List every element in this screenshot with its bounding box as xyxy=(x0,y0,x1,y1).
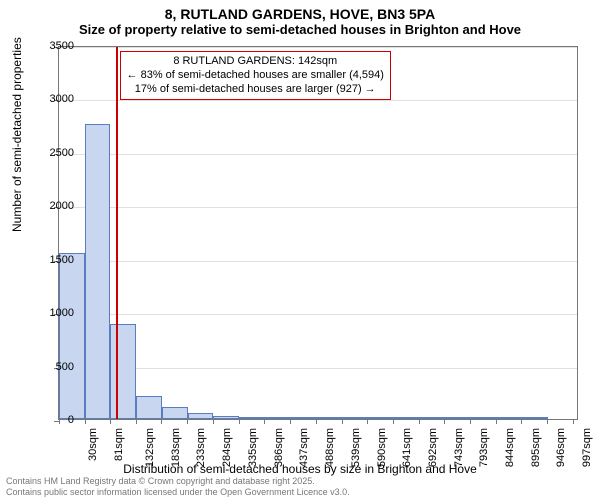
x-tick xyxy=(290,419,291,424)
x-tick-label: 233sqm xyxy=(196,428,208,467)
chart-title-line1: 8, RUTLAND GARDENS, HOVE, BN3 5PA xyxy=(0,6,600,22)
x-tick xyxy=(187,419,188,424)
callout-line1: 8 RUTLAND GARDENS: 142sqm xyxy=(127,55,384,69)
histogram-bar xyxy=(265,417,291,419)
gridline xyxy=(59,154,577,155)
y-tick-label: 2500 xyxy=(34,147,74,159)
histogram-bar xyxy=(394,417,420,419)
x-tick xyxy=(496,419,497,424)
histogram-bar xyxy=(162,407,188,419)
x-tick xyxy=(521,419,522,424)
histogram-bar xyxy=(471,417,497,419)
y-tick-label: 1500 xyxy=(34,254,74,266)
y-tick-label: 3500 xyxy=(34,40,74,52)
histogram-bar xyxy=(59,253,85,419)
histogram-bar xyxy=(110,324,136,419)
x-tick-label: 997sqm xyxy=(581,428,593,467)
x-tick-label: 844sqm xyxy=(504,428,516,467)
histogram-bar xyxy=(522,417,548,419)
plot-area: 8 RUTLAND GARDENS: 142sqm← 83% of semi-d… xyxy=(58,46,578,420)
histogram-bar xyxy=(291,417,317,419)
histogram-bar xyxy=(419,417,445,419)
gridline xyxy=(59,261,577,262)
x-tick xyxy=(264,419,265,424)
x-tick-label: 793sqm xyxy=(478,428,490,467)
footer-line2: Contains public sector information licen… xyxy=(6,487,350,498)
x-tick-label: 284sqm xyxy=(221,428,233,467)
x-tick xyxy=(393,419,394,424)
callout-line2: ← 83% of semi-detached houses are smalle… xyxy=(127,69,384,83)
histogram-bar xyxy=(342,417,368,419)
histogram-bar xyxy=(239,417,265,419)
x-tick-label: 386sqm xyxy=(273,428,285,467)
x-tick-label: 488sqm xyxy=(324,428,336,467)
x-tick xyxy=(239,419,240,424)
x-tick-label: 132sqm xyxy=(145,428,157,467)
x-tick xyxy=(316,419,317,424)
x-tick-label: 539sqm xyxy=(350,428,362,467)
x-tick-label: 895sqm xyxy=(530,428,542,467)
x-tick xyxy=(161,419,162,424)
gridline xyxy=(59,314,577,315)
x-tick-label: 743sqm xyxy=(453,428,465,467)
property-callout: 8 RUTLAND GARDENS: 142sqm← 83% of semi-d… xyxy=(120,51,391,100)
x-tick xyxy=(444,419,445,424)
x-tick xyxy=(547,419,548,424)
y-tick-label: 0 xyxy=(34,414,74,426)
x-tick xyxy=(213,419,214,424)
attribution-footer: Contains HM Land Registry data © Crown c… xyxy=(6,476,350,498)
histogram-bar xyxy=(445,417,471,419)
y-axis-label: Number of semi-detached properties xyxy=(10,37,24,232)
histogram-bar xyxy=(368,417,394,419)
x-tick xyxy=(470,419,471,424)
gridline xyxy=(59,47,577,48)
histogram-bar xyxy=(85,124,111,419)
x-tick xyxy=(110,419,111,424)
histogram-bar xyxy=(213,416,239,419)
x-tick-label: 437sqm xyxy=(299,428,311,467)
gridline xyxy=(59,368,577,369)
x-tick-label: 335sqm xyxy=(247,428,259,467)
y-tick-label: 2000 xyxy=(34,200,74,212)
x-tick-label: 692sqm xyxy=(427,428,439,467)
x-tick-label: 590sqm xyxy=(376,428,388,467)
gridline xyxy=(59,207,577,208)
x-tick xyxy=(367,419,368,424)
x-tick xyxy=(136,419,137,424)
y-tick-label: 1000 xyxy=(34,307,74,319)
x-tick-label: 183sqm xyxy=(170,428,182,467)
x-tick xyxy=(85,419,86,424)
x-tick-label: 946sqm xyxy=(556,428,568,467)
x-tick xyxy=(573,419,574,424)
y-tick-label: 500 xyxy=(34,361,74,373)
histogram-bar xyxy=(136,396,162,420)
histogram-bar xyxy=(497,417,523,419)
histogram-bar xyxy=(188,413,214,419)
x-tick-label: 30sqm xyxy=(87,428,99,461)
y-tick-label: 3000 xyxy=(34,93,74,105)
gridline xyxy=(59,100,577,101)
chart-area: 8 RUTLAND GARDENS: 142sqm← 83% of semi-d… xyxy=(58,46,578,420)
x-tick xyxy=(419,419,420,424)
x-tick-label: 81sqm xyxy=(113,428,125,461)
footer-line1: Contains HM Land Registry data © Crown c… xyxy=(6,476,350,487)
property-marker-line xyxy=(116,47,118,419)
x-tick xyxy=(342,419,343,424)
callout-line3: 17% of semi-detached houses are larger (… xyxy=(127,83,384,97)
histogram-bar xyxy=(316,417,342,419)
x-tick-label: 641sqm xyxy=(402,428,414,467)
chart-title-line2: Size of property relative to semi-detach… xyxy=(0,22,600,37)
chart-title-block: 8, RUTLAND GARDENS, HOVE, BN3 5PA Size o… xyxy=(0,0,600,37)
